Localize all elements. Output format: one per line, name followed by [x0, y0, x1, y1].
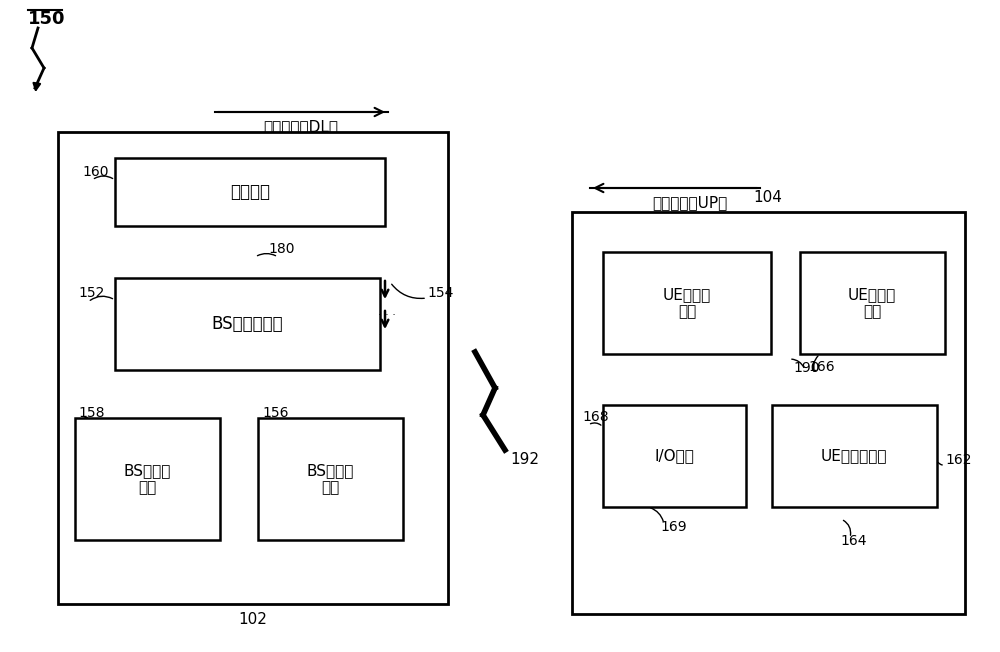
Bar [572, 212, 965, 614]
Text: 104: 104 [754, 190, 782, 205]
Bar [772, 405, 937, 507]
Text: I/O接口: I/O接口 [654, 449, 694, 464]
Bar [115, 158, 385, 226]
Bar [603, 252, 771, 354]
Text: BS存储器
模块: BS存储器 模块 [306, 463, 354, 496]
Text: 180: 180 [268, 242, 294, 256]
Text: 164: 164 [841, 534, 867, 548]
Text: 160: 160 [82, 165, 108, 179]
Text: 网络接口: 网络接口 [230, 183, 270, 201]
Text: BS处理器
模块: BS处理器 模块 [123, 463, 171, 496]
Text: 下行链路（DL）: 下行链路（DL） [264, 119, 338, 134]
Text: 102: 102 [239, 612, 267, 627]
Text: UE收发器模块: UE收发器模块 [821, 449, 887, 464]
Text: UE处理器
模块: UE处理器 模块 [663, 287, 711, 319]
Text: 162: 162 [945, 453, 972, 467]
Text: 166: 166 [808, 360, 835, 374]
Text: 156: 156 [262, 406, 288, 420]
Text: 169: 169 [661, 520, 687, 534]
Text: 上行链路（UP）: 上行链路（UP） [652, 196, 728, 211]
Bar [258, 418, 403, 540]
Text: UE存储器
模块: UE存储器 模块 [848, 287, 896, 319]
Text: 154: 154 [427, 286, 453, 300]
Text: 190: 190 [793, 361, 820, 375]
Bar [75, 418, 220, 540]
Bar [115, 278, 380, 370]
Bar [603, 405, 746, 507]
Text: 152: 152 [78, 286, 104, 300]
Text: 158: 158 [78, 406, 104, 420]
Text: 192: 192 [510, 452, 539, 467]
Text: 168: 168 [582, 410, 609, 424]
Bar [58, 132, 448, 604]
Text: BS收发器模块: BS收发器模块 [211, 315, 283, 333]
Text: · · ·: · · · [378, 310, 396, 320]
Text: 150: 150 [28, 10, 66, 28]
Bar [800, 252, 945, 354]
